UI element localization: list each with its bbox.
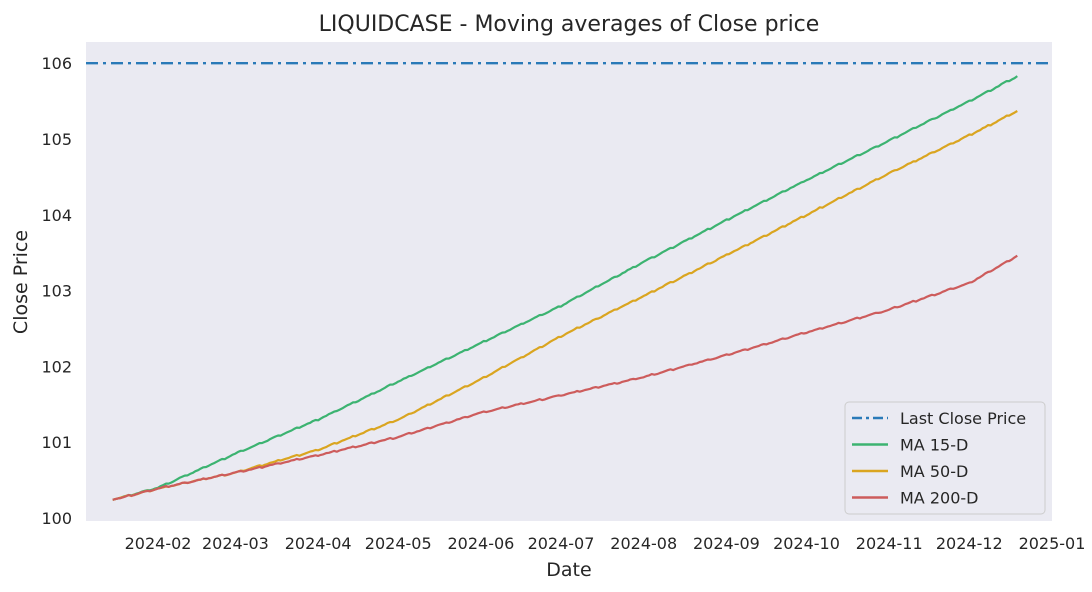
series-layer [86, 62, 1052, 501]
x-tick-label: 2024-04 [285, 534, 352, 553]
series-line [112, 110, 1018, 501]
legend: Last Close Price MA 15-D MA 50-D MA 200-D [844, 401, 1046, 515]
y-tick-label: 100 [41, 509, 72, 528]
y-tick-label: 102 [41, 357, 72, 376]
legend-label: MA 15-D [900, 436, 968, 455]
x-tick-label: 2024-12 [936, 534, 1003, 553]
x-tick-label: 2024-10 [773, 534, 840, 553]
legend-label: Last Close Price [900, 409, 1026, 428]
y-tick-label: 103 [41, 282, 72, 301]
x-tick-label: 2024-03 [202, 534, 269, 553]
y-tick-label: 104 [41, 206, 72, 225]
y-axis-label: Close Price [10, 230, 32, 334]
legend-label: MA 200-D [900, 489, 978, 508]
y-axis-ticks: 100 101 102 103 104 105 106 [41, 54, 72, 528]
legend-box [844, 401, 1046, 515]
x-tick-label: 2024-05 [365, 534, 432, 553]
x-axis-label: Date [546, 559, 591, 581]
x-tick-label: 2024-07 [528, 534, 595, 553]
x-tick-label: 2025-01 [1019, 534, 1086, 553]
y-tick-label: 105 [41, 130, 72, 149]
legend-label: MA 50-D [900, 462, 968, 481]
series-line [112, 254, 1018, 501]
y-tick-label: 106 [41, 54, 72, 73]
x-tick-label: 2024-09 [693, 534, 760, 553]
series-line [112, 75, 1018, 501]
chart-title: LIQUIDCASE - Moving averages of Close pr… [319, 12, 820, 37]
y-tick-label: 101 [41, 433, 72, 452]
x-tick-label: 2024-06 [448, 534, 515, 553]
x-tick-label: 2024-08 [610, 534, 677, 553]
x-tick-label: 2024-02 [125, 534, 192, 553]
x-tick-label: 2024-11 [856, 534, 923, 553]
x-axis-ticks: 2024-02 2024-03 2024-04 2024-05 2024-06 2024-… [125, 534, 1086, 553]
